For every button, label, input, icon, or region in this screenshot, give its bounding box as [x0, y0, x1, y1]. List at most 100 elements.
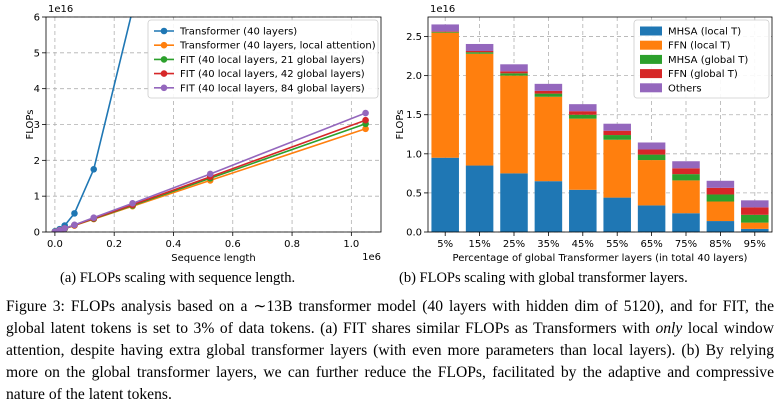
y-tick-label: 5 — [34, 48, 40, 59]
x-tick-label: 65% — [640, 239, 662, 250]
x-tick-label: 25% — [503, 239, 525, 250]
legend-label: Transformer (40 layers) — [179, 27, 297, 38]
data-point — [362, 109, 369, 117]
bar-segment — [465, 52, 494, 54]
bar-segment — [741, 200, 769, 208]
x-tick-label: 45% — [572, 239, 594, 250]
bar-segment — [706, 201, 735, 222]
bar-segment — [741, 214, 769, 223]
bar-segment — [706, 180, 735, 188]
series-4 — [51, 109, 369, 232]
legend-label: MHSA (local T) — [668, 27, 741, 38]
y-tick-label: 1 — [34, 192, 40, 203]
legend-swatch — [640, 83, 662, 93]
legend-marker — [160, 70, 168, 77]
bar-segment — [500, 73, 528, 76]
bar-segment — [500, 64, 528, 72]
x-tick-label: 85% — [709, 239, 731, 250]
x-tick-label: 0.0 — [47, 239, 63, 250]
bar-segment — [741, 207, 769, 215]
legend-label: Transformer (40 layers, local attention) — [179, 41, 376, 52]
x-tick-label: 55% — [606, 239, 628, 250]
data-point — [129, 7, 136, 14]
bar-stack-45% — [569, 104, 597, 232]
bar-segment — [500, 75, 528, 174]
data-point — [56, 226, 63, 232]
bar-segment — [706, 221, 735, 232]
bar-segment — [569, 118, 597, 190]
y-offset-label: 1e16 — [48, 4, 73, 15]
series-line — [54, 17, 132, 232]
y-tick-label: 0.0 — [406, 228, 422, 239]
bar-segment — [465, 51, 494, 53]
y-tick-label: 2 — [34, 156, 40, 167]
bar-segment — [637, 142, 666, 150]
data-point — [362, 125, 369, 133]
bar-segment — [637, 160, 666, 206]
bar-segment — [465, 53, 494, 166]
legend-marker — [160, 84, 168, 92]
legend-label: Others — [668, 83, 702, 94]
legend-box — [633, 19, 770, 99]
caption-text-2: local window attention, despite having e… — [6, 320, 774, 403]
x-tick-label: 1.0 — [343, 239, 359, 250]
bar-segment — [500, 173, 528, 232]
bar-segment — [741, 228, 769, 232]
y-tick-label: 6 — [34, 13, 40, 24]
bar-segment — [672, 168, 700, 175]
y-tick-label: 0 — [34, 228, 40, 239]
bar-stack-5% — [431, 24, 459, 232]
bar-stack-85% — [706, 180, 735, 232]
legend-label: MHSA (global T) — [668, 55, 748, 66]
bar-segment — [431, 157, 459, 232]
bar-segment — [500, 71, 528, 74]
x-tick-label: 75% — [675, 239, 697, 250]
bar-segment — [569, 114, 597, 119]
legend-label: FIT (40 local layers, 84 global layers) — [180, 83, 365, 94]
x-tick-label: 0.4 — [166, 239, 182, 250]
legend-swatch — [640, 26, 662, 36]
bar-segment — [534, 96, 563, 182]
bar-stack-75% — [672, 161, 700, 232]
x-offset-label: 1e6 — [362, 252, 381, 263]
sequence-length-line-chart: 0 1 2 3 4 5 6 0.0 0.2 0.4 0.6 0.8 1.0 1e16 1e6 Sequence… — [25, 4, 382, 264]
bar-segment — [672, 213, 700, 232]
y-axis-label: FLOPs — [395, 110, 406, 140]
series-0 — [51, 7, 136, 232]
legend: Transformer (40 layers) Transformer (40 l… — [147, 19, 379, 99]
x-tick-label: 0.8 — [284, 239, 300, 250]
bar-segment — [465, 165, 494, 232]
figure-caption: Figure 3: FLOPs analysis based on a ∼13B… — [6, 296, 774, 406]
x-tick-label: 0.6 — [225, 239, 241, 250]
data-point — [206, 170, 214, 178]
legend-marker — [160, 41, 168, 49]
global-layers-stacked-bar-chart: 0.0 0.5 1.0 1.5 2.0 2.5 5% 15% 25% 35% 45% 55% 65% 75… — [395, 4, 773, 264]
y-tick-label: 1.5 — [406, 110, 422, 121]
bar-stack-55% — [603, 123, 631, 232]
legend-label: FFN (local T) — [668, 41, 731, 52]
legend-swatch — [640, 54, 662, 64]
x-axis-label: Percentage of global Transformer layers … — [453, 253, 748, 264]
legend-marker — [160, 27, 168, 35]
right-subcaption: (b) FLOPs scaling with global transforme… — [399, 270, 688, 286]
bar-segment — [534, 93, 563, 97]
y-axis-label: FLOPs — [25, 110, 36, 140]
y-tick-label: 3 — [34, 120, 40, 131]
x-tick-label: 15% — [468, 239, 490, 250]
bar-segment — [569, 189, 597, 232]
bar-segment — [741, 222, 769, 229]
bar-segment — [603, 139, 631, 198]
bar-segment — [706, 187, 735, 195]
bar-segment — [569, 111, 597, 115]
bar-segment — [672, 180, 700, 214]
legend: MHSA (local T) FFN (local T) MHSA (global … — [633, 19, 770, 99]
bar-segment — [637, 154, 666, 161]
y-tick-label: 4 — [34, 84, 40, 95]
data-point — [90, 214, 98, 221]
bar-segment — [603, 197, 631, 232]
y-tick-label: 1.0 — [406, 149, 422, 160]
plot-frame — [427, 16, 773, 233]
y-tick-label: 2.5 — [406, 32, 422, 43]
legend-marker — [160, 56, 168, 63]
